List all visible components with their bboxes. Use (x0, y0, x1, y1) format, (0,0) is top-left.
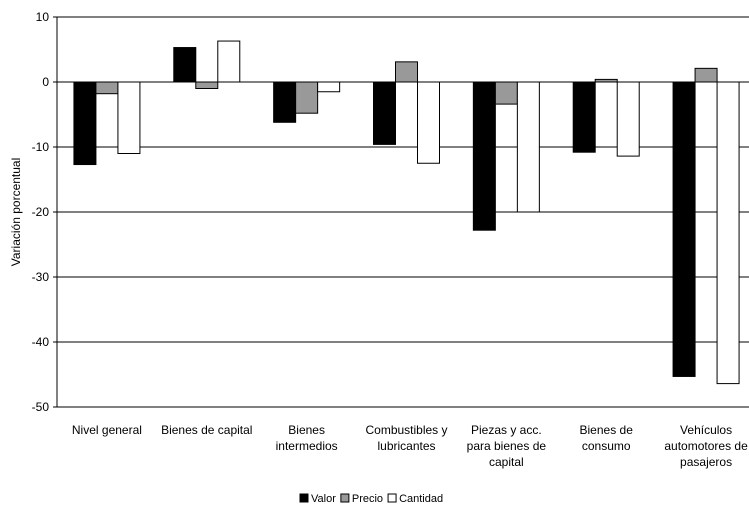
y-tick-label: -10 (32, 140, 50, 154)
x-category-label: Bienes (288, 423, 325, 437)
y-tick-label: -40 (32, 335, 50, 349)
bar-precio-4 (494, 81, 518, 105)
bar-valor-0 (73, 81, 97, 166)
bar-valor-3 (373, 81, 396, 145)
x-category-label: Vehículos (680, 423, 732, 437)
x-category-label: lubricantes (377, 439, 435, 453)
bar-cantidad-6 (716, 81, 740, 385)
x-category-label: capital (489, 455, 524, 469)
y-tick-label: -30 (32, 270, 50, 284)
y-tick-label: -20 (32, 205, 50, 219)
legend-label-valor: Valor (311, 493, 336, 505)
bar-valor-4 (472, 81, 496, 231)
bar-valor-5 (572, 81, 596, 153)
gridlines (57, 16, 749, 408)
bar-precio-3 (395, 61, 418, 83)
bar-precio-6 (694, 67, 718, 83)
legend-swatch-valor (299, 493, 309, 503)
bar-cantidad-2 (317, 81, 341, 93)
legend: Valor Precio Cantidad (299, 493, 443, 505)
legend-swatch-cantidad (387, 493, 397, 503)
bars (73, 40, 740, 385)
bar-precio-5 (594, 78, 618, 83)
bar-cantidad-4 (516, 81, 540, 213)
x-category-label: Nivel general (72, 423, 142, 437)
legend-swatch-precio (340, 493, 350, 503)
bar-valor-1 (173, 47, 197, 83)
y-tick-label: 0 (42, 75, 49, 89)
bar-valor-6 (672, 81, 696, 377)
x-category-label: Piezas y acc. (471, 423, 542, 437)
x-category-label: Combustibles y (365, 423, 447, 437)
bar-cantidad-1 (217, 40, 241, 83)
bar-valor-2 (273, 81, 297, 123)
bar-cantidad-0 (117, 81, 141, 154)
bar-precio-2 (295, 81, 319, 114)
legend-label-cantidad: Cantidad (399, 493, 443, 505)
x-category-label: pasajeros (680, 455, 732, 469)
x-category-label: automotores de (664, 439, 748, 453)
legend-label-precio: Precio (352, 493, 383, 505)
x-category-label: para bienes de (467, 439, 547, 453)
bar-precio-0 (95, 81, 119, 95)
x-category-label: Bienes de (580, 423, 634, 437)
y-tick-label: 10 (36, 10, 50, 24)
bar-cantidad-5 (616, 81, 640, 157)
y-axis-title: Variación porcentual (9, 158, 23, 267)
bar-precio-1 (195, 81, 219, 89)
x-category-label: Bienes de capital (161, 423, 252, 437)
x-category-label: consumo (582, 439, 631, 453)
y-tick-label: -50 (32, 400, 50, 414)
x-axis-labels: Nivel general Bienes de capital Bienes inte… (72, 423, 748, 469)
bar-cantidad-3 (417, 81, 440, 164)
x-category-label: intermedios (276, 439, 338, 453)
y-axis: 10 0 -10 -20 -30 -40 -50 (32, 10, 58, 414)
